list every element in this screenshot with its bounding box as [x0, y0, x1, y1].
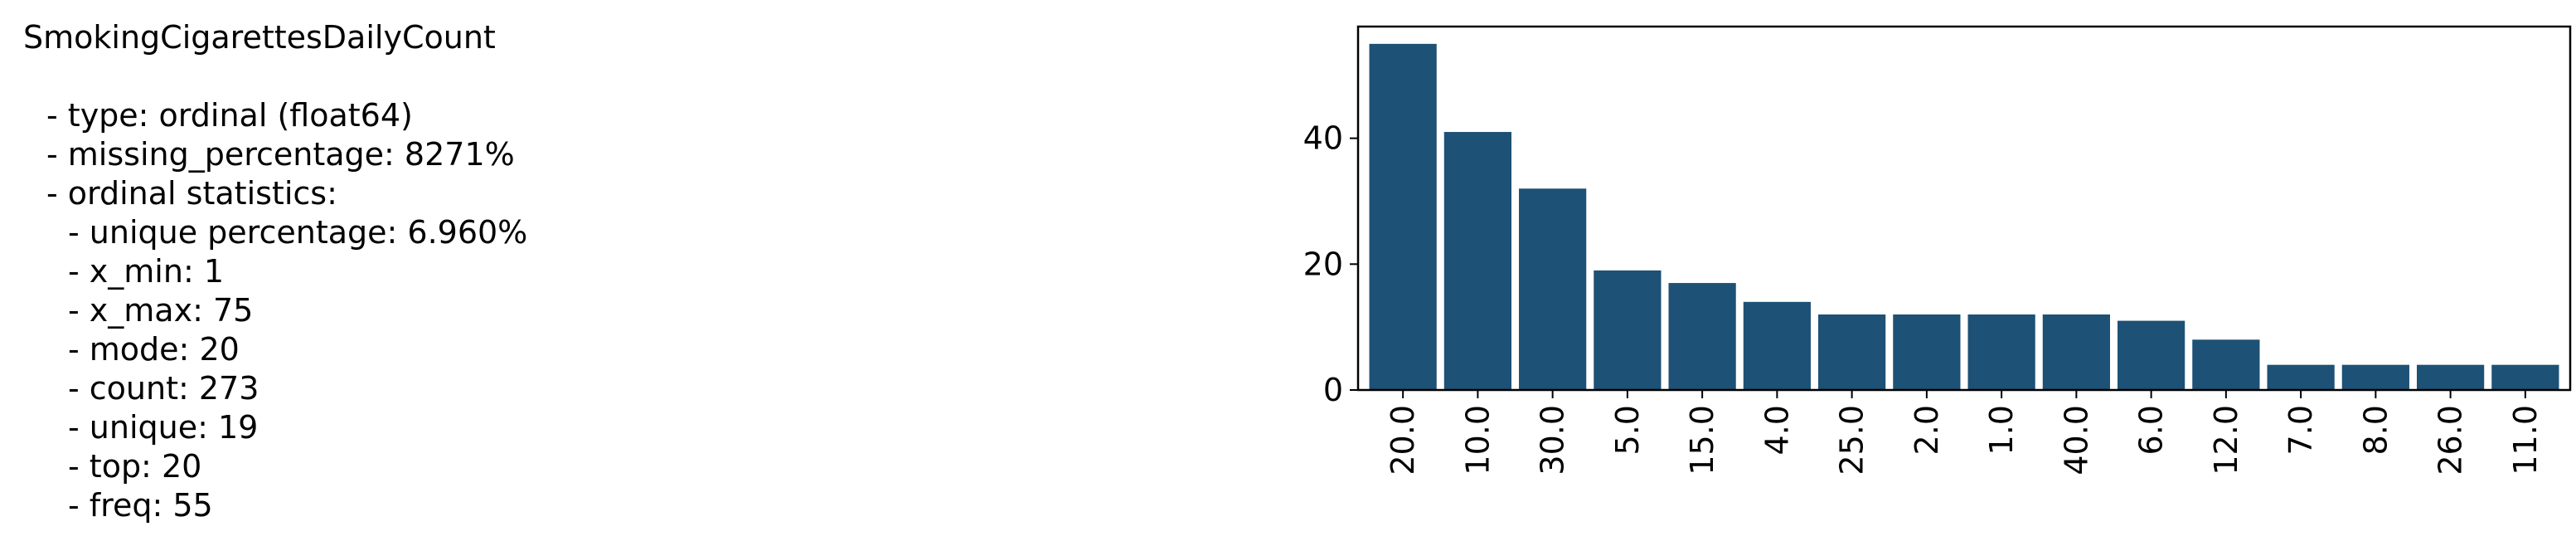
bar — [2042, 314, 2110, 390]
y-tick-label: 40 — [1303, 120, 1343, 157]
summary-line: - ordinal statistics: — [46, 175, 337, 212]
plot-frame — [1356, 25, 2572, 392]
bar — [1967, 314, 2035, 390]
x-tick-label: 11.0 — [2507, 405, 2544, 475]
bars — [1369, 43, 2559, 391]
bar — [2341, 364, 2409, 390]
summary-line: - x_max: 75 — [68, 292, 254, 329]
bar — [1893, 314, 1961, 390]
summary-list: - type: ordinal (float64) - missing_perce… — [23, 96, 1184, 525]
y-tick-label: 0 — [1323, 372, 1343, 408]
summary-line: - missing_percentage: 8271% — [46, 136, 515, 173]
x-tick-label: 7.0 — [2283, 405, 2319, 455]
bar — [1818, 314, 1886, 390]
summary-line: - x_min: 1 — [68, 253, 224, 290]
y-axis: 0 20 40 — [1303, 120, 1358, 408]
bar — [1743, 301, 1811, 390]
summary-line: - type: ordinal (float64) — [46, 97, 413, 134]
bar — [1369, 43, 1437, 390]
x-tick-label: 2.0 — [1909, 405, 1945, 455]
x-tick-label: 30.0 — [1535, 405, 1571, 475]
x-tick-label: 4.0 — [1759, 405, 1795, 455]
summary-line: - freq: 55 — [68, 487, 213, 524]
x-tick-label: 10.0 — [1459, 405, 1496, 475]
summary-line: - unique percentage: 6.960% — [68, 214, 528, 251]
x-tick-label: 26.0 — [2433, 405, 2469, 475]
x-tick-label: 40.0 — [2058, 405, 2094, 475]
summary-line: - count: 273 — [68, 370, 260, 407]
bar — [2192, 339, 2260, 390]
summary-line: - top: 20 — [68, 448, 202, 485]
bar — [1594, 270, 1662, 390]
bar — [2267, 364, 2335, 390]
bar — [1668, 283, 1736, 390]
column-name: SmokingCigarettesDailyCount — [23, 19, 496, 56]
x-tick-label: 6.0 — [2133, 405, 2170, 455]
x-tick-label: 5.0 — [1609, 405, 1646, 455]
x-tick-label: 1.0 — [1983, 405, 2020, 455]
y-tick-label: 20 — [1303, 246, 1343, 282]
bar — [2118, 320, 2185, 390]
bar — [1519, 188, 1587, 390]
summary-line: - mode: 20 — [68, 331, 240, 368]
bar — [1443, 132, 1512, 391]
x-tick-label: 15.0 — [1684, 405, 1720, 475]
x-axis: 20.0 10.0 30.0 5.0 15.0 4.0 25.0 2.0 1.0 40.0 6.0 1… — [1385, 390, 2544, 475]
x-tick-label: 12.0 — [2208, 405, 2244, 475]
column-summary: SmokingCigarettesDailyCount - type: ordi… — [23, 18, 1184, 525]
bar — [2491, 364, 2559, 390]
summary-line: - unique: 19 — [68, 409, 259, 446]
x-tick-label: 25.0 — [1834, 405, 1870, 475]
x-tick-label: 8.0 — [2357, 405, 2394, 455]
x-tick-label: 20.0 — [1385, 405, 1421, 475]
bar — [2416, 364, 2485, 390]
